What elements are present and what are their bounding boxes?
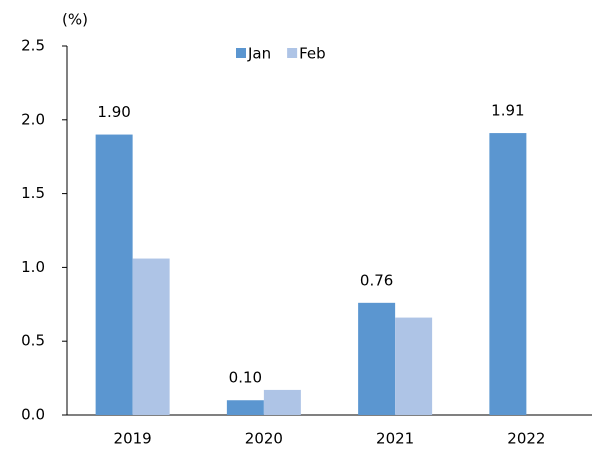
legend-label: Jan: [247, 45, 271, 63]
x-tick-label: 2019: [114, 430, 152, 448]
data-label: 1.90: [97, 103, 130, 121]
bar: [489, 133, 527, 416]
x-tick-label: 2020: [245, 430, 283, 448]
legend-swatch: [236, 48, 246, 58]
data-label: 0.76: [360, 271, 393, 289]
y-tick-label: 2.0: [21, 110, 45, 128]
y-tick-label: 2.5: [21, 37, 45, 55]
data-label: 0.10: [229, 369, 262, 387]
legend-label: Feb: [299, 45, 326, 63]
y-axis-label: (%): [62, 11, 88, 29]
x-tick-label: 2022: [507, 430, 545, 448]
y-tick-label: 1.0: [21, 258, 45, 276]
bar: [95, 134, 133, 415]
y-tick-label: 0.5: [21, 332, 45, 350]
bar: [395, 317, 433, 415]
bar: [263, 389, 301, 415]
y-tick-label: 1.5: [21, 184, 45, 202]
bar: [358, 302, 396, 415]
bar: [132, 258, 170, 415]
legend-swatch: [287, 48, 298, 58]
bar: [226, 400, 264, 415]
data-label: 1.91: [491, 102, 524, 120]
y-tick-label: 0.0: [21, 406, 45, 424]
x-tick-label: 2021: [376, 430, 414, 448]
